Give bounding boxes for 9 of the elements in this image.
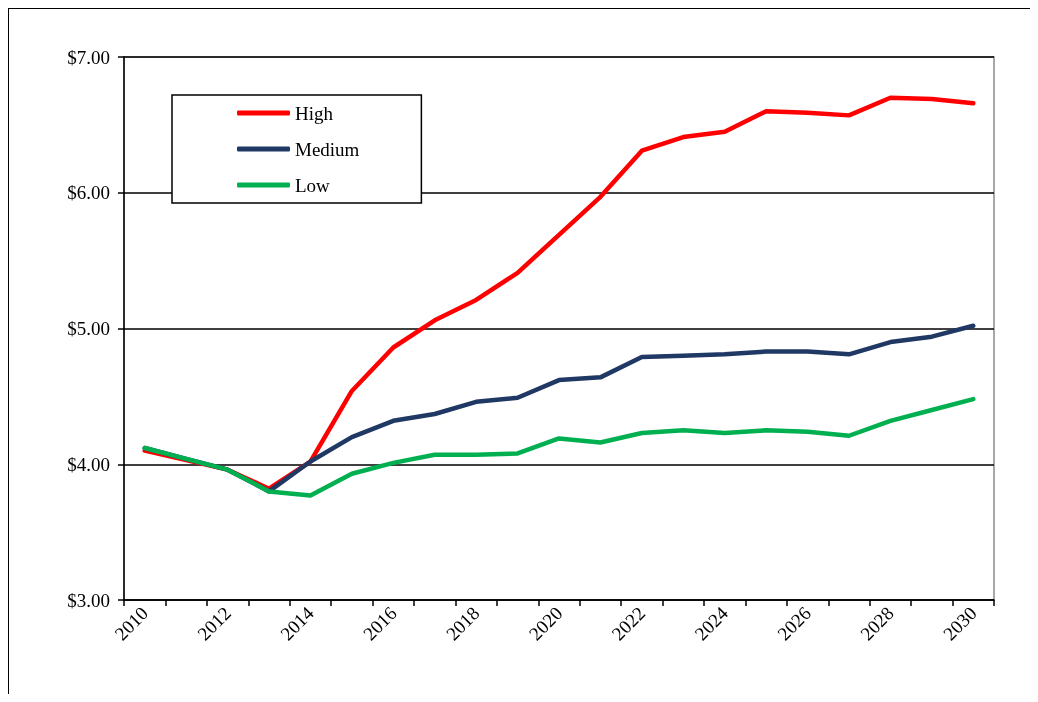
y-tick-label: $3.00 — [67, 589, 110, 611]
line-series — [142, 396, 976, 498]
y-tick-label: $7.00 — [67, 46, 110, 68]
legend-label: Medium — [295, 138, 360, 160]
y-tick-label: $6.00 — [67, 182, 110, 204]
legend-label: High — [295, 102, 334, 124]
y-tick-label: $4.00 — [67, 453, 110, 475]
legend-label: Low — [295, 174, 331, 196]
y-tick-label: $5.00 — [67, 318, 110, 339]
